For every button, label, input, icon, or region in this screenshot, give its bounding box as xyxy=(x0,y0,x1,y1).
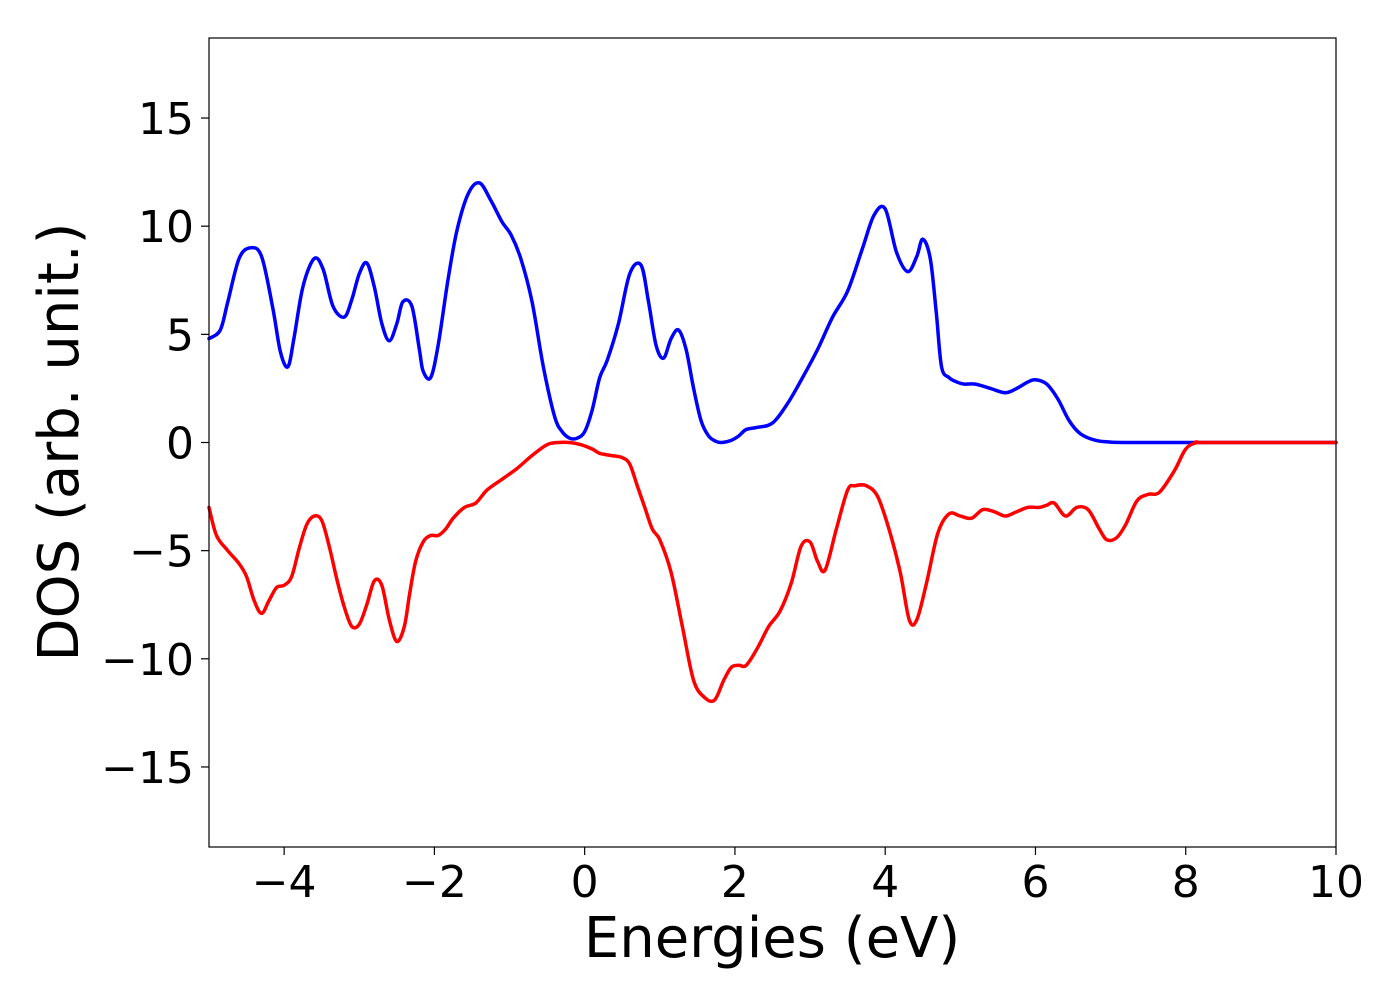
y-tick-label: −10 xyxy=(101,635,194,686)
y-tick-label: 0 xyxy=(166,419,194,470)
y-tick-label: 5 xyxy=(166,310,194,361)
y-tick-label: 10 xyxy=(138,202,194,253)
x-tick-label: 10 xyxy=(1308,857,1364,908)
y-axis-title: DOS (arb. unit.) xyxy=(27,222,92,661)
series-layer xyxy=(207,181,1338,704)
x-tick-label: 4 xyxy=(871,857,899,908)
x-tick-label: 0 xyxy=(571,857,599,908)
dos-series-line-1 xyxy=(207,181,1338,445)
x-tick-label: 8 xyxy=(1172,857,1200,908)
x-tick-label: −4 xyxy=(252,857,317,908)
y-tick-label: 15 xyxy=(138,94,194,145)
x-axis-title: Energies (eV) xyxy=(584,906,960,971)
ticks-layer: −4 −2 0 2 4 6 8 10 −15 −10 −5 0 5 10 15 xyxy=(101,94,1364,908)
y-tick-label: −5 xyxy=(129,527,194,578)
dos-series-line-2 xyxy=(207,440,1338,704)
x-tick-label: 6 xyxy=(1021,857,1049,908)
y-tick-label: −15 xyxy=(101,743,194,794)
x-tick-label: −2 xyxy=(402,857,467,908)
x-tick-label: 2 xyxy=(721,857,749,908)
